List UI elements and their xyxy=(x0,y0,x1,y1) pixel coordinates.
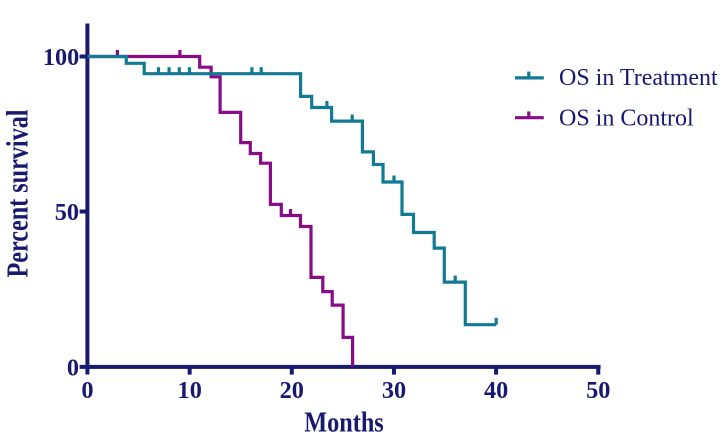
svg-text:OS in Control: OS in Control xyxy=(559,106,694,132)
svg-text:0: 0 xyxy=(81,377,93,404)
svg-text:40: 40 xyxy=(484,377,508,404)
svg-text:Months: Months xyxy=(304,408,384,439)
svg-text:OS in Treatment: OS in Treatment xyxy=(559,65,718,91)
svg-text:Percent survival: Percent survival xyxy=(0,109,35,277)
svg-text:10: 10 xyxy=(178,377,202,404)
svg-text:0: 0 xyxy=(67,354,79,381)
svg-text:20: 20 xyxy=(280,377,304,404)
svg-text:50: 50 xyxy=(55,199,79,226)
svg-text:30: 30 xyxy=(382,377,406,404)
svg-text:50: 50 xyxy=(586,377,610,404)
svg-text:100: 100 xyxy=(43,44,79,71)
